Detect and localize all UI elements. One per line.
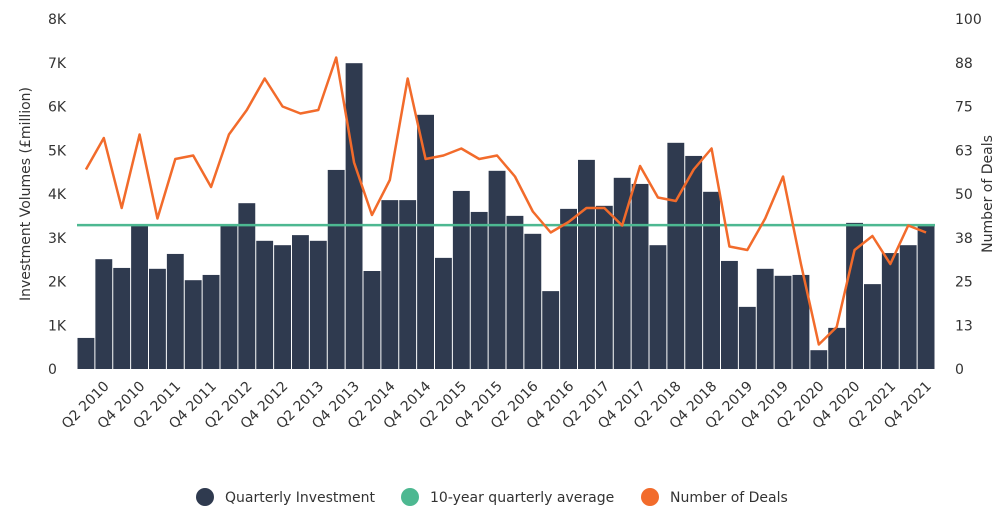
y2-tick-label: 88 [955,56,973,72]
y2-tick-label: 13 [955,318,973,334]
bar [685,155,703,369]
legend-marker [196,488,214,506]
y2-tick-label: 0 [955,362,964,378]
bar [166,253,184,369]
bar [810,350,828,369]
y2-tick-label: 50 [955,187,973,203]
bar [113,267,131,369]
bar [184,280,202,369]
y-tick-label: 3K [48,231,67,247]
bar [864,284,881,369]
bar [292,235,309,369]
bar [774,275,792,369]
bar [631,183,649,369]
bar [399,200,417,369]
y-tick-label: 4K [48,187,67,203]
y2-tick-label: 100 [955,12,982,28]
legend-marker [641,488,659,506]
legend-label: 10-year quarterly average [430,490,614,506]
bar [470,211,488,369]
bar [95,259,113,369]
bar [721,260,738,369]
bar [274,245,291,369]
bar [202,274,220,369]
y2-tick-label: 38 [955,231,973,247]
bar [256,240,274,369]
bar [595,205,613,369]
bar [220,224,238,369]
bar [452,190,470,369]
bar [77,337,95,369]
bar [309,240,327,369]
y-tick-label: 2K [48,275,67,291]
bar [542,291,560,369]
bar [506,215,524,369]
deals-line [84,56,927,346]
bar [524,233,542,369]
bar [417,114,434,369]
bar [846,222,863,369]
y-tick-label: 0 [48,362,57,378]
bar [381,200,399,369]
bar [488,170,506,369]
bar [363,271,381,369]
legend-marker [401,488,419,506]
y2-tick-label: 75 [955,100,973,116]
bar [899,245,917,369]
bar [738,306,756,369]
bar [560,208,577,369]
bar [149,268,166,369]
bar [578,159,595,369]
y-tick-label: 1K [48,318,67,334]
bar [828,327,846,369]
bar [131,225,148,369]
y-axis-title: Investment Volumes (£million) [18,87,34,301]
bar [703,191,720,369]
legend-label: Number of Deals [670,490,788,506]
bar [649,245,667,369]
legend-label: Quarterly Investment [225,490,376,506]
y2-tick-label: 63 [955,143,973,159]
y2-axis-title: Number of Deals [980,135,996,253]
bar [881,253,899,369]
y-tick-label: 5K [48,143,67,159]
bar [238,203,256,369]
y2-tick-label: 25 [955,275,973,291]
bar [667,142,685,369]
bar [792,274,810,369]
bar [435,257,452,369]
y-tick-label: 8K [48,12,67,28]
bar [756,268,774,369]
bar [345,63,363,369]
y-tick-label: 6K [48,100,67,116]
y-tick-label: 7K [48,56,67,72]
bar [327,169,345,369]
bar [917,224,935,369]
